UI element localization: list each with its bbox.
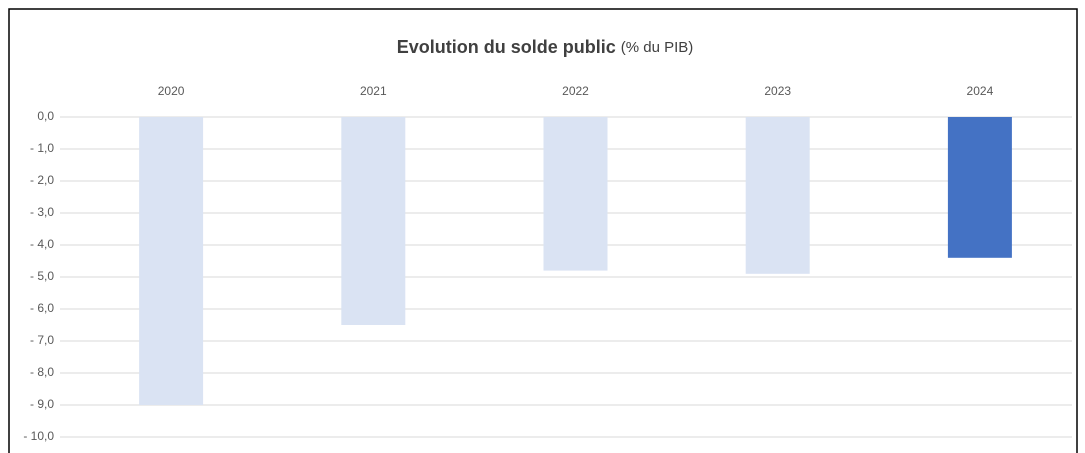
x-tick-label: 2020 — [158, 84, 185, 98]
bar — [341, 117, 406, 325]
chart-subtitle: (% du PIB) — [621, 39, 694, 56]
y-tick-label: - 8,0 — [30, 365, 54, 379]
bar — [139, 117, 204, 405]
y-tick-label: - 4,0 — [30, 237, 54, 251]
y-tick-label: - 6,0 — [30, 301, 54, 315]
x-tick-label: 2021 — [360, 84, 387, 98]
x-tick-label: 2022 — [562, 84, 589, 98]
chart-heading: Evolution du solde public (% du PIB) — [397, 37, 694, 57]
y-tick-label: - 3,0 — [30, 205, 54, 219]
y-tick-label: - 5,0 — [30, 269, 54, 283]
y-tick-label: - 7,0 — [30, 333, 54, 347]
y-tick-label: 0,0 — [37, 109, 54, 123]
y-tick-label: - 9,0 — [30, 397, 54, 411]
bar — [745, 117, 810, 274]
bar — [947, 117, 1012, 258]
y-tick-label: - 10,0 — [23, 429, 54, 443]
y-tick-label: - 1,0 — [30, 141, 54, 155]
bar — [543, 117, 608, 271]
y-tick-label: - 2,0 — [30, 173, 54, 187]
x-tick-label: 2023 — [764, 84, 791, 98]
chart-title: Evolution du solde public — [397, 37, 616, 57]
x-tick-label: 2024 — [967, 84, 994, 98]
